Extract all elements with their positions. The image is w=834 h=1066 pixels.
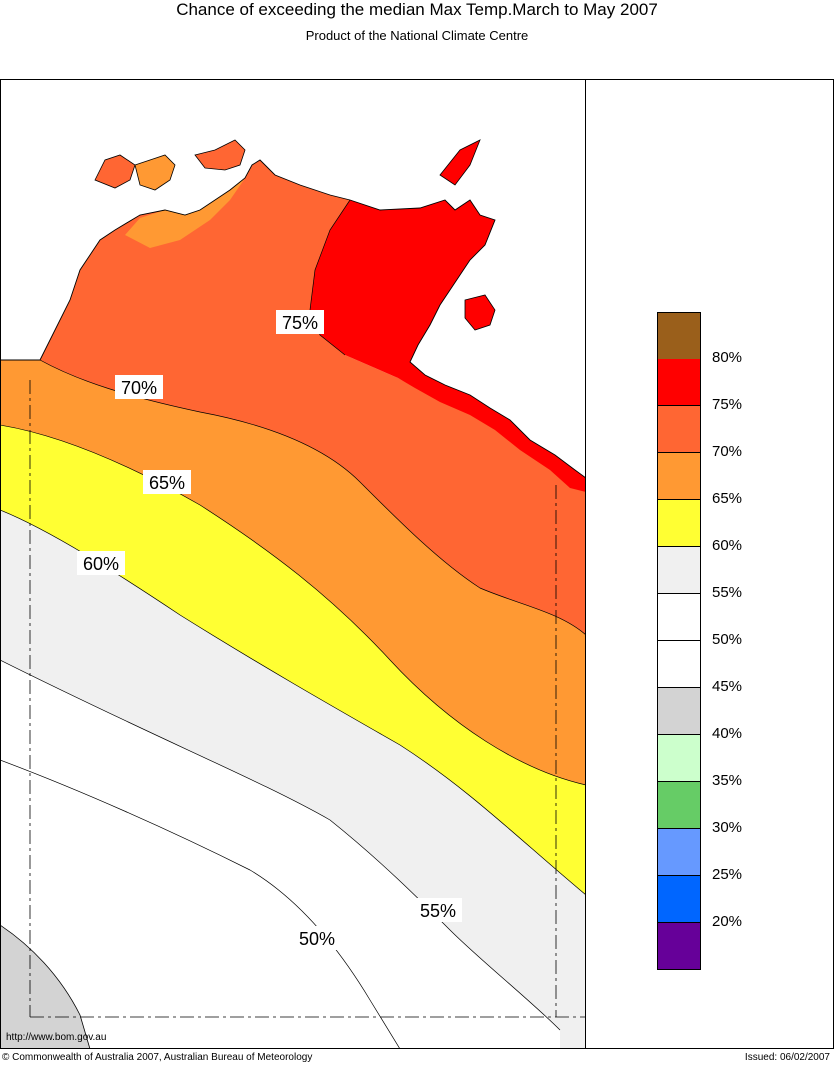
island-north (194, 139, 246, 171)
legend-swatch (657, 688, 701, 735)
zone-45-50 (1, 925, 91, 1048)
legend-label: 30% (712, 819, 743, 836)
island-west-2 (134, 154, 176, 191)
contour-label-70: 70% (121, 378, 157, 398)
probability-map: 75% 70% 65% 60% 55% 50% (0, 79, 834, 1049)
legend-swatch (657, 500, 701, 547)
legend-swatch (657, 735, 701, 782)
zone-70-75 (40, 160, 586, 635)
zone-60-65 (1, 422, 586, 895)
legend-swatch (657, 359, 701, 406)
legend-label: 45% (712, 678, 743, 695)
island-east (464, 294, 496, 331)
legend-label: 80% (712, 349, 743, 366)
contour-label-75: 75% (282, 313, 318, 333)
coastline (1, 159, 586, 479)
legend-label: 20% (712, 913, 743, 930)
legend-label: 65% (712, 490, 743, 507)
legend-label: 35% (712, 772, 743, 789)
island-cape (439, 139, 481, 186)
contour-lines (1, 199, 586, 1048)
legend-label: 75% (712, 396, 743, 413)
map-subtitle: Product of the National Climate Centre (305, 28, 529, 43)
contour-label-50: 50% (299, 929, 335, 949)
legend-swatch (657, 876, 701, 923)
issued-date: Issued: 06/02/2007 (744, 1052, 830, 1063)
legend-swatch (657, 547, 701, 594)
legend-label: 50% (712, 631, 743, 648)
zone-75-80 (310, 200, 586, 492)
legend-frame (585, 79, 834, 1049)
legend-label: 40% (712, 725, 743, 742)
contour-label-65: 65% (149, 473, 185, 493)
legend-label: 25% (712, 866, 743, 883)
legend-label: 60% (712, 537, 743, 554)
dashed-frame (29, 380, 586, 1018)
map-title: Chance of exceeding the median Max Temp.… (176, 0, 658, 19)
source-url[interactable]: http://www.bom.gov.au (6, 1032, 107, 1043)
legend-label: 55% (712, 584, 743, 601)
legend-swatch (657, 406, 701, 453)
legend-swatch (657, 923, 701, 970)
legend-swatch (657, 641, 701, 688)
contour-label-55: 55% (420, 901, 456, 921)
legend-swatch (657, 453, 701, 500)
copyright-notice: © Commonwealth of Australia 2007, Austra… (2, 1052, 313, 1063)
zone-65-70 (1, 360, 586, 785)
zone-65-70-north (125, 168, 252, 248)
legend-swatch (657, 829, 701, 876)
legend-swatch (657, 782, 701, 829)
contour-label-60: 60% (83, 554, 119, 574)
legend-swatch (657, 312, 701, 360)
legend-label: 70% (712, 443, 743, 460)
legend-swatch (657, 594, 701, 641)
